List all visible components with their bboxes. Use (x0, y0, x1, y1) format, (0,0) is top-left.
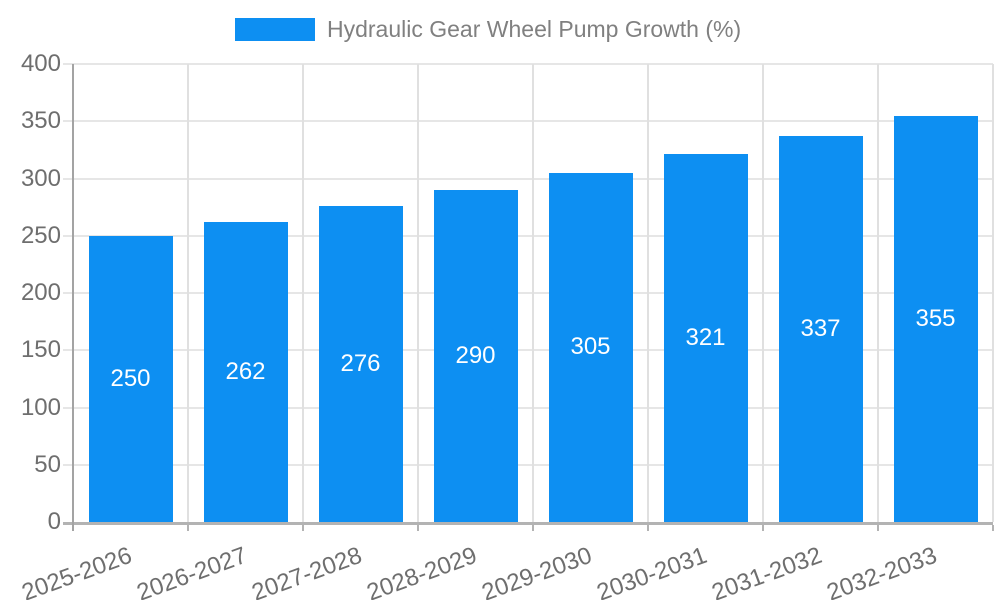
bar-value-label: 290 (455, 341, 496, 369)
bar-2028-2029[interactable] (433, 189, 518, 522)
gridline-vertical (877, 64, 879, 522)
y-axis-tick-label: 200 (20, 279, 61, 306)
y-axis-tick-label: 250 (20, 221, 61, 249)
legend-label: Hydraulic Gear Wheel Pump Growth (%) (327, 16, 742, 42)
y-axis-tick-label: 50 (34, 450, 61, 478)
bar-value-label: 250 (110, 364, 151, 392)
y-axis-tick-label: 400 (20, 50, 61, 77)
x-axis-tick (532, 525, 534, 531)
gridline-horizontal (63, 234, 993, 237)
bar-value-label: 321 (685, 324, 726, 352)
x-axis-tick (187, 525, 189, 531)
gridline-horizontal (63, 463, 993, 466)
gridline-horizontal (63, 63, 993, 65)
gridline-vertical (762, 64, 764, 522)
gridline-horizontal (63, 177, 993, 180)
bar-value-label: 262 (225, 358, 266, 385)
bar-value-label: 276 (340, 349, 381, 377)
gridline-vertical (532, 64, 534, 522)
y-axis-tick-label: 0 (47, 508, 61, 535)
x-axis-tick (877, 525, 879, 531)
x-axis-tick (302, 525, 304, 531)
gridline-vertical (992, 64, 994, 522)
y-axis-tick-label: 350 (20, 107, 61, 135)
gridline-vertical (302, 64, 304, 522)
bar-2032-2033[interactable] (893, 115, 978, 522)
bar-2027-2028[interactable] (318, 205, 403, 522)
gridline-horizontal (63, 292, 993, 294)
gridline-vertical (647, 64, 649, 522)
bar-2029-2030[interactable] (548, 172, 633, 522)
bar-value-label: 355 (915, 304, 956, 332)
y-axis-tick-label: 300 (20, 164, 61, 192)
x-axis-tick (417, 525, 419, 531)
x-axis-tick (647, 525, 649, 531)
legend-item[interactable]: Hydraulic Gear Wheel Pump Growth (%) (235, 16, 741, 42)
y-axis-tick-label: 150 (20, 336, 61, 364)
bar-2031-2032[interactable] (778, 136, 863, 522)
y-axis-line (72, 64, 74, 531)
x-axis-tick (762, 525, 764, 531)
bar-value-label: 337 (800, 315, 841, 343)
bar-2030-2031[interactable] (663, 154, 748, 522)
gridline-horizontal (63, 349, 993, 352)
x-axis-baseline (63, 522, 993, 525)
gridline-horizontal (63, 120, 993, 123)
legend-swatch (235, 17, 315, 41)
y-axis-tick-label: 100 (20, 393, 61, 421)
gridline-vertical (187, 64, 189, 522)
bar-value-label: 305 (570, 333, 611, 361)
gridline-horizontal (63, 406, 993, 409)
bar-2025-2026[interactable] (88, 235, 173, 522)
x-axis-tick (992, 525, 994, 531)
bar-2026-2027[interactable] (203, 222, 288, 522)
gridline-vertical (417, 64, 419, 522)
